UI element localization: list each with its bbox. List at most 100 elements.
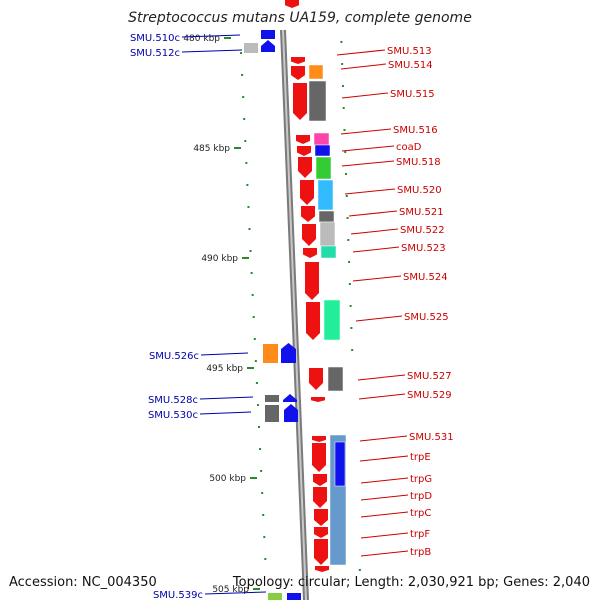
gene-label-leader — [199, 411, 252, 415]
gene-label-leader — [204, 591, 267, 595]
forward-gene-arrow — [315, 566, 329, 572]
forward-gene-label: trpE — [410, 452, 431, 463]
forward-gene-arrow — [291, 57, 305, 64]
tick-label: 480 kbp — [183, 34, 220, 44]
gene-label-leader — [358, 393, 406, 400]
minor-tick — [258, 426, 261, 428]
genome-title: Streptococcus mutans UA159, complete gen… — [128, 10, 472, 26]
gene-label-leader — [352, 275, 402, 282]
forward-gene-label: SMU.527 — [407, 371, 452, 382]
reverse-gene-label: SMU.530c — [148, 410, 198, 421]
forward-gene-arrow — [309, 368, 323, 390]
reverse-gene-label: SMU.510c — [130, 33, 180, 44]
gene-feature-block — [318, 210, 335, 223]
reverse-gene-label: SMU.539c — [153, 590, 203, 600]
minor-tick — [358, 569, 361, 571]
reverse-gene-block — [261, 30, 275, 39]
gene-label-leader — [340, 63, 387, 70]
forward-gene-label: SMU.520 — [397, 185, 442, 196]
gene-label-leader — [360, 550, 409, 557]
reverse-gene-arrow — [261, 40, 275, 52]
minor-tick — [244, 140, 247, 142]
gene-feature-block — [319, 221, 336, 247]
reverse-gene-block — [265, 405, 279, 422]
minor-tick — [255, 382, 258, 384]
forward-gene-arrow — [303, 248, 317, 258]
gene-label-leader — [199, 396, 254, 400]
gene-feature-block — [320, 245, 337, 259]
minor-tick — [341, 85, 344, 87]
gene-label-leader — [336, 49, 386, 56]
minor-tick — [340, 41, 343, 43]
forward-gene-label: SMU.522 — [400, 225, 445, 236]
forward-gene-label: SMU.514 — [388, 60, 433, 71]
gene-label-leader — [355, 315, 403, 322]
gene-label-leader — [360, 511, 409, 518]
reverse-gene-block — [244, 43, 258, 53]
minor-tick — [261, 492, 264, 494]
gene-label-leader — [357, 374, 406, 381]
gene-feature-block — [323, 299, 341, 341]
minor-tick — [263, 536, 266, 538]
reverse-gene-block — [268, 593, 282, 600]
forward-gene-label: SMU.516 — [393, 125, 438, 136]
tick-label: 500 kbp — [209, 474, 246, 484]
forward-gene-arrow — [293, 83, 307, 120]
minor-tick — [351, 349, 354, 351]
forward-gene-label: SMU.524 — [403, 272, 448, 283]
minor-tick — [260, 470, 263, 472]
reverse-gene-arrow — [281, 343, 296, 363]
forward-gene-label: SMU.529 — [407, 390, 452, 401]
gene-feature-block — [314, 144, 331, 157]
minor-tick — [259, 448, 262, 450]
forward-gene-label: SMU.515 — [390, 89, 435, 100]
minor-tick — [253, 338, 256, 340]
minor-tick — [247, 206, 250, 208]
minor-tick — [347, 239, 350, 241]
reverse-gene-arrow — [284, 404, 298, 422]
accession-text: Accession: NC_004350 — [9, 575, 157, 590]
minor-tick — [341, 63, 344, 65]
gene-feature-block — [308, 80, 327, 122]
minor-tick — [342, 107, 345, 109]
forward-gene-arrow — [314, 509, 328, 526]
label-leader-layer — [181, 34, 409, 595]
forward-gene-arrow — [302, 224, 316, 246]
forward-gene-arrow — [285, 0, 299, 8]
gene-label-leader — [360, 532, 409, 539]
gene-label-leader — [200, 352, 249, 356]
minor-tick — [264, 558, 267, 560]
gene-feature-block — [308, 64, 324, 80]
forward-gene-label: SMU.531 — [409, 432, 454, 443]
forward-gene-label: trpD — [410, 491, 432, 502]
gene-label-leader — [350, 228, 399, 235]
forward-gene-arrow — [313, 487, 327, 508]
minor-tick — [240, 52, 243, 54]
forward-gene-arrow — [298, 157, 312, 178]
tick-label: 495 kbp — [206, 364, 243, 374]
tick-label: 505 kbp — [212, 585, 249, 595]
forward-gene-arrow — [311, 397, 325, 402]
minor-tick — [245, 162, 248, 164]
forward-gene-arrow — [296, 135, 310, 144]
gene-label-leader — [341, 160, 395, 167]
minor-tick — [256, 404, 259, 406]
forward-gene-arrow — [312, 436, 326, 442]
forward-gene-label: SMU.521 — [399, 207, 444, 218]
forward-gene-arrow — [314, 539, 328, 565]
forward-gene-label: coaD — [396, 142, 422, 153]
gene-label-leader — [359, 435, 408, 442]
forward-gene-arrow — [291, 66, 305, 80]
minor-tick — [243, 118, 246, 120]
minor-tick — [250, 272, 253, 274]
forward-gene-arrow — [301, 206, 315, 222]
gene-label-leader — [181, 49, 243, 53]
minor-tick — [349, 305, 352, 307]
minor-tick — [252, 316, 255, 318]
minor-tick — [345, 195, 348, 197]
genome-summary-text: Topology: circular; Length: 2,030,921 bp… — [232, 575, 590, 590]
reverse-gene-arrow — [283, 394, 297, 402]
forward-gene-arrow — [305, 262, 319, 300]
gene-feature-layer — [244, 0, 347, 600]
